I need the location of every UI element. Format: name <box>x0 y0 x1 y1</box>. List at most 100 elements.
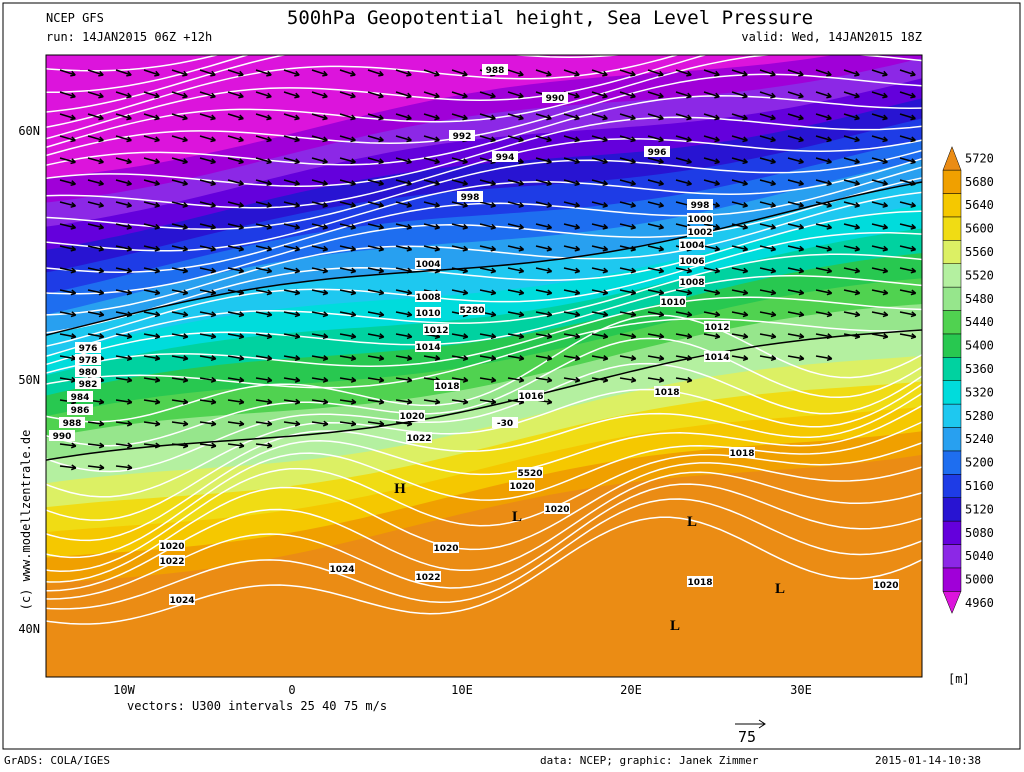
wind-arrow-head <box>574 136 580 143</box>
wind-arrow-head <box>770 267 777 274</box>
wind-arrow-head <box>798 333 805 340</box>
wind-arrow-head <box>714 70 720 77</box>
wind-arrow-head <box>826 311 833 318</box>
wind-arrow <box>227 421 244 425</box>
pressure-label: 1010 <box>415 309 440 319</box>
wind-arrow-head <box>518 114 524 121</box>
valid-time: valid: Wed, 14JAN2015 18Z <box>741 30 922 44</box>
wind-arrow <box>395 377 412 382</box>
wind-arrow <box>367 157 384 164</box>
wind-arrow <box>423 223 440 229</box>
wind-arrow-head <box>462 355 469 362</box>
wind-arrow <box>199 443 216 447</box>
wind-arrow-head <box>854 70 860 77</box>
wind-arrow-head <box>854 245 861 252</box>
wind-arrow-head <box>350 267 357 274</box>
wind-arrow <box>227 289 244 294</box>
wind-arrow-head <box>630 136 636 143</box>
wind-arrow <box>675 267 692 273</box>
wind-arrow-head <box>294 420 301 427</box>
pressure-label-box <box>75 378 101 389</box>
wind-arrow-head <box>882 245 889 252</box>
wind-arrow <box>115 333 132 338</box>
wind-arrow <box>535 201 552 207</box>
wind-arrow <box>591 355 608 360</box>
pressure-label: 1022 <box>406 434 431 444</box>
wind-arrow <box>255 399 272 404</box>
legend-label: 5400 <box>965 339 994 353</box>
wind-arrow-head <box>294 180 300 187</box>
wind-arrow-head <box>406 245 413 252</box>
wind-arrow-head <box>378 398 385 405</box>
wind-arrow <box>143 223 160 229</box>
pressure-label-box <box>654 386 680 397</box>
wind-arrow-head <box>182 311 189 318</box>
wind-arrow-head <box>182 180 188 187</box>
wind-arrow-head <box>518 311 525 318</box>
pressure-label-box <box>415 571 441 582</box>
wind-arrow <box>423 355 440 360</box>
wind-arrow <box>591 245 608 251</box>
pressure-label-box <box>59 417 85 428</box>
wind-arrow-head <box>350 158 356 165</box>
wind-arrow <box>703 69 720 76</box>
wind-arrow-head <box>406 223 413 230</box>
wind-arrow <box>451 289 468 294</box>
wind-arrow-head <box>798 158 804 165</box>
pressure-label: 976 <box>79 344 98 354</box>
wind-arrow-head <box>434 158 440 165</box>
pressure-label: 5520 <box>517 469 542 479</box>
wind-arrow <box>815 333 832 338</box>
wind-arrow-head <box>406 333 413 340</box>
wind-arrow <box>535 377 552 382</box>
wind-arrow <box>535 289 552 294</box>
wind-arrow <box>899 245 916 251</box>
wind-arrow-head <box>294 311 301 318</box>
wind-arrow <box>199 157 216 164</box>
wind-arrow <box>87 289 104 294</box>
wind-arrow-head <box>406 180 412 187</box>
wind-arrow <box>311 245 328 251</box>
wind-arrow-head <box>910 267 917 274</box>
wind-arrow <box>227 113 244 120</box>
wind-arrow <box>199 245 216 251</box>
wind-arrow-head <box>518 223 525 230</box>
pressure-label: 1008 <box>679 278 704 288</box>
wind-arrow <box>367 179 384 185</box>
wind-arrow-head <box>322 333 329 340</box>
isobar <box>46 55 680 129</box>
wind-arrow <box>87 201 104 207</box>
wind-arrow-head <box>378 136 384 143</box>
wind-arrow <box>787 157 804 164</box>
wind-arrow <box>843 311 860 316</box>
wind-arrow <box>199 289 216 294</box>
wind-arrow-head <box>882 114 888 121</box>
wind-arrow <box>283 179 300 185</box>
wind-arrow-head <box>854 223 861 230</box>
wind-arrow <box>115 421 132 425</box>
wind-arrow <box>283 289 300 294</box>
wind-arrow-head <box>350 333 357 340</box>
wind-arrow <box>283 91 300 98</box>
pressure-label-box <box>517 467 543 478</box>
wind-arrow <box>311 377 328 382</box>
wind-arrow-head <box>126 289 133 296</box>
wind-arrow <box>423 157 440 164</box>
wind-arrow <box>843 179 860 185</box>
wind-arrow <box>871 311 888 316</box>
wind-arrow-head <box>742 201 749 208</box>
wind-arrow <box>899 157 916 164</box>
wind-arrow <box>115 289 132 294</box>
wind-arrow <box>647 267 664 273</box>
wind-arrow <box>199 267 216 273</box>
wind-arrow <box>815 355 832 360</box>
wind-arrow-head <box>350 70 356 77</box>
legend-label: 5360 <box>965 362 994 376</box>
wind-arrow <box>731 289 748 294</box>
wind-arrow-head <box>154 136 160 143</box>
isobar <box>46 404 922 542</box>
wind-arrow <box>283 355 300 360</box>
legend-label: 5160 <box>965 479 994 493</box>
wind-arrow-head <box>98 70 104 77</box>
